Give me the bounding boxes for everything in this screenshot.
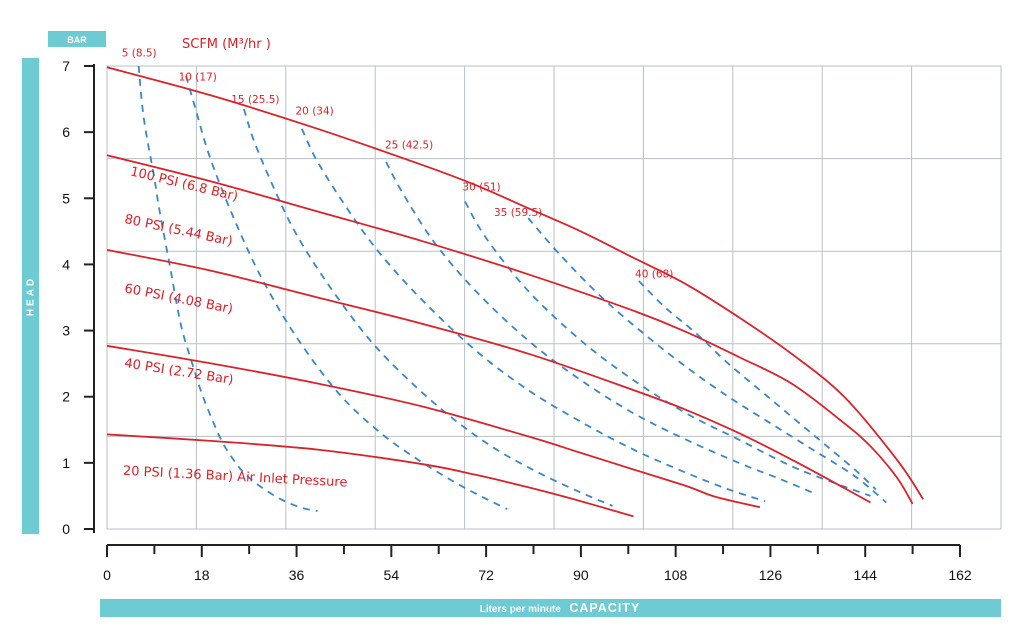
y-tick-label: 3 [62,323,70,339]
scfm-curve-label: 35 (59.5) [494,207,542,219]
x-tick-label: 144 [854,567,878,583]
scfm-curve-label: 40 (68) [635,269,673,281]
grid [107,66,1001,529]
scfm-curve [186,76,507,509]
pressure-curve-label: 80 PSI (5.44 Bar) [123,212,234,250]
x-axis-title-main: CAPACITY [569,601,640,615]
scfm-curve [639,281,876,489]
x-tick-label: 54 [384,567,400,583]
scfm-curve-label: 30 (51) [462,181,500,193]
scfm-curve-label: 5 (8.5) [122,48,157,60]
pressure-curve-label: 40 PSI (2.72 Bar) [123,356,234,388]
scfm-curve-label: 10 (17) [179,72,217,84]
scfm-curve-label: 15 (25.5) [231,94,279,106]
y-tick-label: 2 [62,389,70,405]
y-tick-label: 0 [62,521,70,537]
y-axis-title: HEAD [26,276,37,316]
x-tick-label: 108 [664,567,688,583]
x-tick-label: 90 [573,567,589,583]
x-tick-label: 126 [759,567,783,583]
x-tick-label: 72 [478,567,494,583]
scfm-curve-label: 20 (34) [296,105,334,117]
y-tick-label: 1 [62,455,70,471]
scfm-curve [244,109,613,506]
x-tick-label: 36 [289,567,305,583]
y-tick-label: 5 [62,190,70,206]
axes: 0 1 2 3 4 5 6 7 0 18 36 54 72 90 108 126 144 162 [62,58,972,583]
scfm-curve [528,218,886,502]
pressure-curve [107,67,923,499]
x-tick-label: 162 [948,567,972,583]
y-tick-label: 7 [62,58,70,74]
scfm-title: SCFM (M³/hr ) [182,37,271,52]
y-tick-label: 6 [62,124,70,140]
x-tick-label: 18 [194,567,210,583]
bar-unit-label: BAR [67,35,87,45]
x-tick-label: 0 [103,567,111,583]
pump-curve-chart: BAR HEAD Liters per minute CAPACITY SCFM… [0,0,1019,628]
x-axis-title-prefix: Liters per minute [480,604,562,615]
series-layer [107,66,923,516]
scfm-curve [302,129,765,501]
pressure-curve-label: 20 PSI (1.36 Bar) Air Inlet Pressure [123,464,348,491]
y-tick-label: 4 [62,256,70,272]
scfm-curve-label: 25 (42.5) [385,140,433,152]
scfm-curve [465,202,871,496]
